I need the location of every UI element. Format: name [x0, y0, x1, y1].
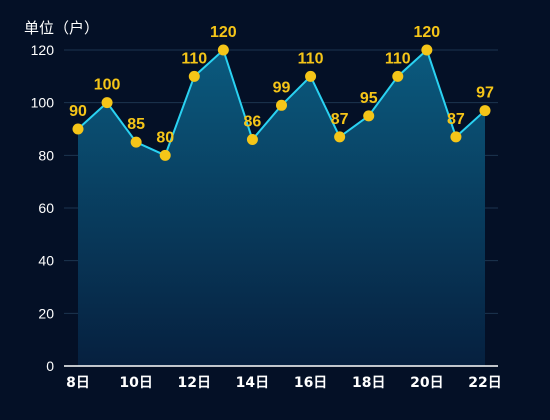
x-tick-label: 14日	[236, 375, 269, 391]
data-label: 80	[156, 129, 174, 146]
data-point	[305, 70, 317, 82]
data-point	[450, 131, 462, 143]
y-tick-label: 0	[46, 358, 54, 374]
y-tick-label: 40	[38, 253, 54, 269]
data-point	[363, 110, 375, 122]
data-point	[392, 70, 404, 82]
data-label: 97	[476, 85, 494, 102]
y-tick-label: 80	[38, 147, 54, 163]
data-label: 110	[181, 50, 207, 67]
data-label: 99	[273, 79, 291, 96]
x-tick-label: 8日	[66, 375, 90, 391]
data-label: 95	[360, 90, 378, 107]
y-tick-label: 20	[38, 305, 54, 321]
x-tick-label: 16日	[294, 375, 327, 391]
data-point	[334, 131, 346, 143]
data-point	[217, 44, 229, 56]
data-label: 120	[414, 24, 441, 41]
data-label: 100	[94, 77, 121, 94]
data-label: 90	[69, 103, 87, 120]
data-point	[479, 105, 491, 117]
x-tick-label: 12日	[178, 375, 211, 391]
data-point	[246, 134, 258, 146]
x-tick-label: 22日	[468, 375, 501, 391]
data-point	[188, 70, 200, 82]
data-label: 110	[385, 50, 411, 67]
x-tick-label: 18日	[352, 375, 385, 391]
y-axis-unit-label: 单位（户）	[24, 19, 100, 37]
data-point	[101, 97, 113, 109]
data-point	[130, 136, 142, 148]
x-tick-label: 10日	[119, 375, 152, 391]
y-tick-label: 100	[31, 95, 55, 111]
data-label: 87	[447, 111, 465, 128]
data-label: 110	[298, 50, 324, 67]
data-point	[276, 99, 287, 111]
data-label: 120	[210, 24, 237, 41]
data-point	[72, 123, 84, 135]
data-point	[421, 44, 433, 56]
x-tick-label: 20日	[410, 375, 443, 391]
y-tick-label: 120	[31, 42, 55, 58]
data-label: 85	[127, 116, 145, 133]
y-tick-label: 60	[38, 200, 54, 216]
data-point	[159, 149, 171, 161]
data-label: 86	[244, 114, 262, 131]
data-label: 87	[331, 111, 349, 128]
